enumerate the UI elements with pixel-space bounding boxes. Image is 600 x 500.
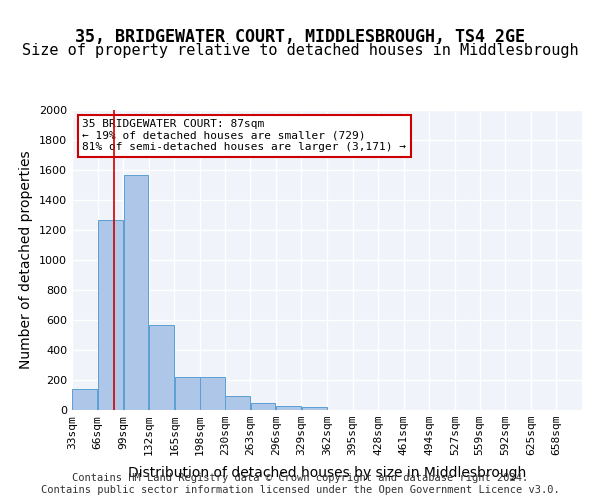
X-axis label: Distribution of detached houses by size in Middlesbrough: Distribution of detached houses by size … bbox=[128, 466, 526, 480]
Text: Contains HM Land Registry data © Crown copyright and database right 2024.
Contai: Contains HM Land Registry data © Crown c… bbox=[41, 474, 559, 495]
Text: 35, BRIDGEWATER COURT, MIDDLESBROUGH, TS4 2GE: 35, BRIDGEWATER COURT, MIDDLESBROUGH, TS… bbox=[75, 28, 525, 46]
Bar bbox=[149, 324, 174, 410]
Bar bbox=[124, 174, 148, 410]
Y-axis label: Number of detached properties: Number of detached properties bbox=[19, 150, 34, 370]
Bar bbox=[98, 220, 123, 410]
Text: 35 BRIDGEWATER COURT: 87sqm
← 19% of detached houses are smaller (729)
81% of se: 35 BRIDGEWATER COURT: 87sqm ← 19% of det… bbox=[82, 119, 406, 152]
Text: Size of property relative to detached houses in Middlesbrough: Size of property relative to detached ho… bbox=[22, 42, 578, 58]
Bar bbox=[73, 389, 97, 410]
Bar bbox=[251, 402, 275, 410]
Bar bbox=[175, 377, 199, 410]
Bar bbox=[200, 377, 225, 410]
Bar bbox=[225, 396, 250, 410]
Bar bbox=[302, 407, 326, 410]
Bar bbox=[276, 406, 301, 410]
